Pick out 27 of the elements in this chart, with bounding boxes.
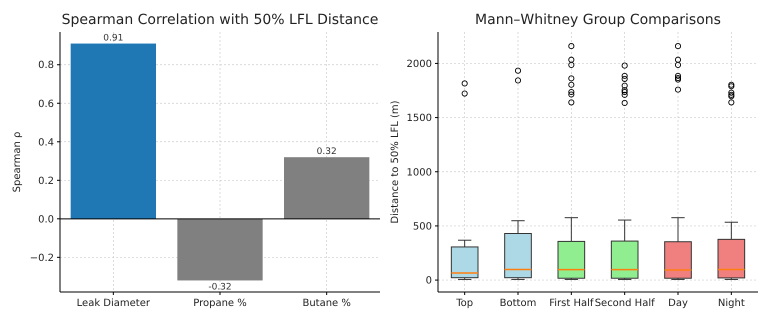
y-axis-title: Spearman ρ — [12, 132, 23, 192]
data-label: 0.91 — [103, 34, 124, 44]
x-tick-label: Top — [455, 298, 474, 309]
y-tick-label: −0.2 — [30, 252, 54, 264]
x-tick-label: Day — [668, 298, 688, 309]
x-tick-label: Bottom — [500, 298, 536, 309]
y-tick-label: 1000 — [406, 167, 432, 178]
y-tick-label: 0.6 — [38, 98, 54, 110]
y-tick-label: 500 — [412, 221, 432, 232]
data-label: -0.32 — [208, 282, 232, 292]
x-tick-label: First Half — [549, 298, 594, 309]
y-axis-title: Distance to 50% LFL (m) — [390, 100, 401, 224]
y-tick-label: 0.2 — [38, 176, 54, 187]
y-tick-label: 0 — [426, 276, 432, 287]
x-tick-label: Leak Diameter — [76, 298, 151, 309]
y-tick-label: 0.4 — [38, 137, 54, 148]
y-tick-label: 2000 — [406, 58, 432, 70]
y-tick-label: 0.8 — [38, 60, 54, 72]
y-tick-label: 0.0 — [38, 214, 54, 226]
x-tick-label: Propane % — [193, 298, 247, 309]
x-tick-label: Night — [718, 298, 745, 309]
x-tick-label: Butane % — [302, 298, 351, 309]
data-label: 0.32 — [316, 147, 337, 158]
x-tick-label: Second Half — [594, 298, 656, 309]
chart-title: Spearman Correlation with 50% LFL Distance — [62, 12, 378, 28]
y-tick-label: 1500 — [406, 113, 432, 124]
chart-title: Mann–Whitney Group Comparisons — [475, 12, 721, 28]
